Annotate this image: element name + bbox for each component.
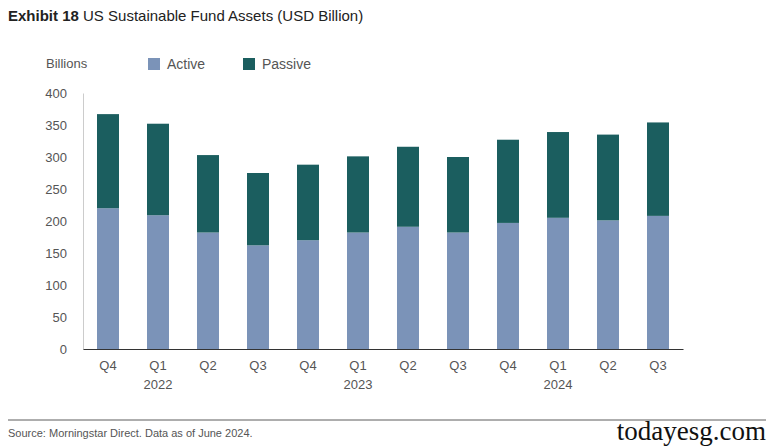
bar bbox=[547, 132, 569, 218]
bar bbox=[397, 227, 419, 349]
bar bbox=[247, 245, 269, 349]
x-tick-label: Q4 bbox=[499, 358, 516, 373]
bar bbox=[197, 155, 219, 232]
y-tick-label: 100 bbox=[45, 278, 67, 293]
chart: Exhibit 18 US Sustainable Fund Assets (U… bbox=[0, 0, 772, 448]
bar bbox=[97, 114, 119, 208]
x-tick: Q12022 bbox=[144, 349, 173, 392]
y-tick-label: 250 bbox=[45, 182, 67, 197]
x-axis: Q4 Q12022 Q2 Q3 Q4 Q12023 Q2 Q3 Q4 Q12024 Q2 Q3 bbox=[84, 349, 684, 392]
x-tick-label: Q3 bbox=[249, 358, 266, 373]
bar bbox=[397, 147, 419, 227]
bar bbox=[297, 165, 319, 241]
y-tick: 0 bbox=[60, 342, 83, 357]
x-tick-label: Q3 bbox=[649, 358, 666, 373]
y-tick: 400 bbox=[45, 86, 83, 101]
x-axis-line bbox=[84, 349, 684, 350]
x-tick-label: Q2 bbox=[199, 358, 216, 373]
legend: Active Passive bbox=[148, 56, 311, 72]
bar bbox=[347, 233, 369, 349]
bar bbox=[247, 173, 269, 245]
bar bbox=[147, 124, 169, 216]
bar bbox=[647, 122, 669, 215]
y-axis-line bbox=[83, 94, 84, 350]
series-0 bbox=[97, 208, 669, 349]
y-axis-label: Billions bbox=[46, 56, 88, 71]
x-tick: Q2 bbox=[399, 349, 416, 373]
bar bbox=[197, 233, 219, 349]
x-tick-label: Q2 bbox=[599, 358, 616, 373]
bar bbox=[497, 140, 519, 223]
bars bbox=[97, 114, 669, 349]
legend-swatch bbox=[148, 58, 160, 70]
bar bbox=[297, 240, 319, 349]
x-tick: Q3 bbox=[249, 349, 266, 373]
y-tick: 300 bbox=[45, 150, 83, 165]
x-tick: Q2 bbox=[599, 349, 616, 373]
bar bbox=[147, 215, 169, 349]
source-note: Source: Morningstar Direct. Data as of J… bbox=[8, 427, 253, 439]
bar bbox=[97, 208, 119, 349]
bar bbox=[547, 218, 569, 349]
y-axis: 0 50 100 150 200 250 300 350 400 bbox=[45, 86, 83, 357]
y-tick-label: 300 bbox=[45, 150, 67, 165]
bar bbox=[447, 157, 469, 233]
legend-label: Passive bbox=[262, 56, 311, 72]
bar bbox=[497, 223, 519, 349]
y-tick: 100 bbox=[45, 278, 83, 293]
y-tick: 250 bbox=[45, 182, 83, 197]
y-tick-label: 400 bbox=[45, 86, 67, 101]
x-tick-label: Q2 bbox=[399, 358, 416, 373]
x-tick: Q4 bbox=[499, 349, 516, 373]
title: Exhibit 18 US Sustainable Fund Assets (U… bbox=[8, 7, 363, 24]
y-tick-label: 50 bbox=[53, 310, 67, 325]
x-tick-label: Q12022 bbox=[144, 358, 173, 392]
y-tick-label: 350 bbox=[45, 118, 67, 133]
bar bbox=[647, 216, 669, 349]
y-tick: 200 bbox=[45, 214, 83, 229]
x-tick: Q3 bbox=[449, 349, 466, 373]
x-tick-label: Q12023 bbox=[344, 358, 373, 392]
y-tick-label: 150 bbox=[45, 246, 67, 261]
y-tick: 50 bbox=[53, 310, 83, 325]
x-tick-label: Q4 bbox=[99, 358, 116, 373]
x-tick-label: Q12024 bbox=[544, 358, 573, 392]
bar bbox=[347, 156, 369, 232]
x-tick: Q3 bbox=[649, 349, 666, 373]
y-tick-label: 0 bbox=[60, 342, 67, 357]
x-tick-label: Q3 bbox=[449, 358, 466, 373]
y-tick: 350 bbox=[45, 118, 83, 133]
watermark: todayesg.com bbox=[617, 416, 766, 446]
x-tick: Q4 bbox=[299, 349, 316, 373]
bar bbox=[597, 135, 619, 221]
legend-swatch bbox=[243, 58, 255, 70]
x-tick-label: Q4 bbox=[299, 358, 316, 373]
legend-label: Active bbox=[167, 56, 205, 72]
y-tick-label: 200 bbox=[45, 214, 67, 229]
bar bbox=[447, 233, 469, 349]
x-tick: Q12023 bbox=[344, 349, 373, 392]
bar bbox=[597, 220, 619, 349]
x-tick: Q4 bbox=[99, 349, 116, 373]
series-1 bbox=[97, 114, 669, 245]
x-tick: Q12024 bbox=[544, 349, 573, 392]
y-tick: 150 bbox=[45, 246, 83, 261]
x-tick: Q2 bbox=[199, 349, 216, 373]
